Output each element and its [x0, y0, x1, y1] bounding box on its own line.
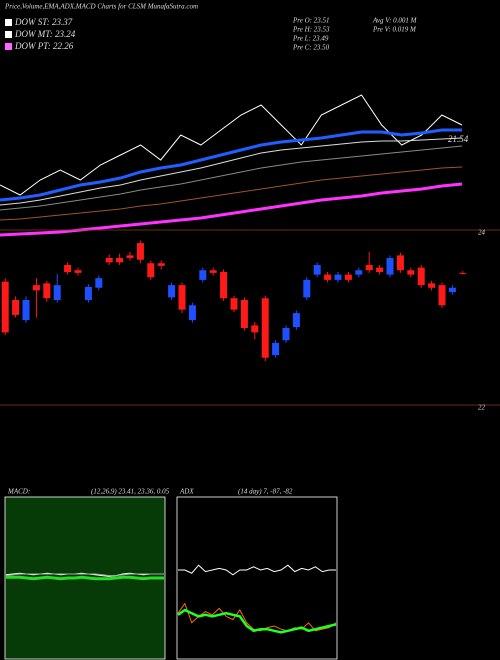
candle-body — [365, 265, 373, 271]
candle-body — [95, 278, 103, 288]
candle-body — [157, 263, 165, 266]
candle-body — [334, 274, 342, 280]
candle-body — [105, 258, 113, 263]
candle-body — [178, 285, 186, 310]
candle-body — [386, 258, 394, 275]
panel-title: ADX — [179, 488, 194, 496]
candle-body — [147, 263, 155, 278]
candle-body — [438, 285, 446, 306]
candle-body — [22, 300, 30, 321]
candle-body — [32, 285, 40, 291]
candle-body — [282, 328, 290, 341]
series-line — [0, 94, 463, 196]
candle-body — [407, 270, 415, 275]
candle-body — [43, 283, 51, 299]
series-line — [0, 128, 462, 202]
candle-body — [220, 272, 228, 299]
series-line — [177, 608, 337, 634]
legend-swatch — [5, 19, 12, 26]
info-label: Pre V: 0.019 M — [372, 26, 417, 34]
info-label: Pre H: 23.53 — [292, 26, 330, 34]
candle-body — [126, 255, 134, 258]
legend-label: DOW ST: 23.37 — [14, 17, 73, 27]
candle-body — [376, 267, 384, 272]
info-label: Pre L: 23.49 — [292, 35, 329, 43]
info-label: Pre C: 23.50 — [292, 44, 330, 52]
panel-subtitle: (12,26,9) 23.41, 23.36, 0.05 — [91, 488, 170, 496]
candle-body — [417, 267, 425, 286]
legend-swatch — [5, 31, 12, 38]
info-label: Pre O: 23.51 — [292, 17, 329, 25]
series-line — [0, 137, 463, 206]
series-line — [0, 166, 463, 221]
candle-body — [355, 270, 363, 275]
candle-body — [251, 325, 259, 333]
candle-body — [313, 265, 321, 275]
candle-body — [230, 298, 238, 310]
candle-body — [344, 274, 352, 280]
candle-body — [12, 300, 20, 315]
series-line — [0, 145, 463, 211]
adx-panel — [176, 496, 338, 660]
candle-body — [84, 286, 92, 300]
legend-swatch — [5, 43, 12, 50]
legend-label: DOW PT: 22.26 — [14, 41, 74, 51]
candle-body — [324, 274, 332, 280]
candle-body — [74, 270, 82, 273]
last-value-label: 21.54 — [448, 134, 469, 144]
candle-body — [168, 285, 176, 298]
candle-body — [209, 270, 217, 273]
candle-body — [240, 300, 248, 328]
candle-body — [261, 298, 269, 358]
series-line — [178, 564, 336, 576]
candle-body — [53, 285, 61, 300]
panel-subtitle: (14 day) 7, -87, -82 — [238, 488, 293, 496]
candle-body — [396, 255, 404, 271]
candle-body — [303, 279, 311, 298]
candle-body — [448, 287, 456, 293]
info-label: Avg V: 0.001 M — [372, 17, 418, 25]
candle-body — [199, 270, 207, 280]
chart-title: Price,Volume,EMA,ADX,MACD Charts for CLS… — [4, 3, 198, 11]
candle-body — [272, 342, 280, 356]
series-line — [6, 575, 164, 581]
legend-label: DOW MT: 23.24 — [14, 29, 76, 39]
candle-body — [136, 243, 144, 260]
panel-title: MACD: — [7, 488, 30, 496]
candle-body — [428, 283, 436, 288]
series-line — [5, 573, 164, 577]
candle-body — [188, 305, 196, 321]
candle-body — [1, 281, 9, 333]
candle-body — [292, 313, 300, 328]
y-tick-label: 22 — [478, 404, 486, 412]
candle-body — [64, 265, 72, 272]
y-tick-label: 24 — [478, 229, 486, 237]
candle-body — [116, 258, 124, 263]
candle-body — [459, 272, 467, 274]
